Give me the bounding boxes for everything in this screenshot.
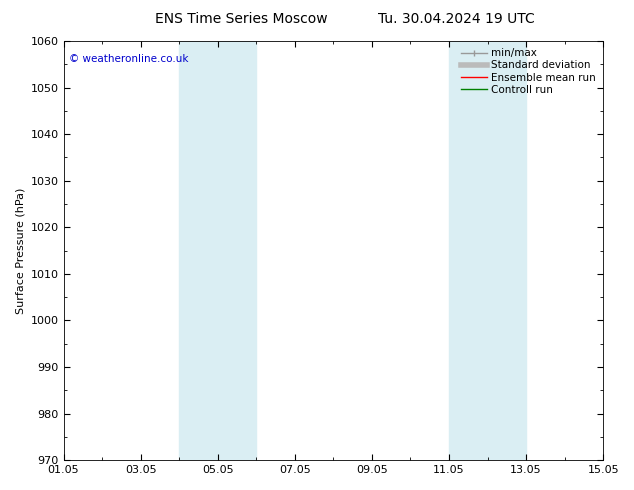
Legend: min/max, Standard deviation, Ensemble mean run, Controll run: min/max, Standard deviation, Ensemble me… [456, 44, 600, 99]
Y-axis label: Surface Pressure (hPa): Surface Pressure (hPa) [15, 187, 25, 314]
Text: Tu. 30.04.2024 19 UTC: Tu. 30.04.2024 19 UTC [378, 12, 535, 26]
Text: ENS Time Series Moscow: ENS Time Series Moscow [155, 12, 327, 26]
Bar [179, 41, 256, 460]
Bar [449, 41, 526, 460]
Text: © weatheronline.co.uk: © weatheronline.co.uk [69, 53, 188, 64]
